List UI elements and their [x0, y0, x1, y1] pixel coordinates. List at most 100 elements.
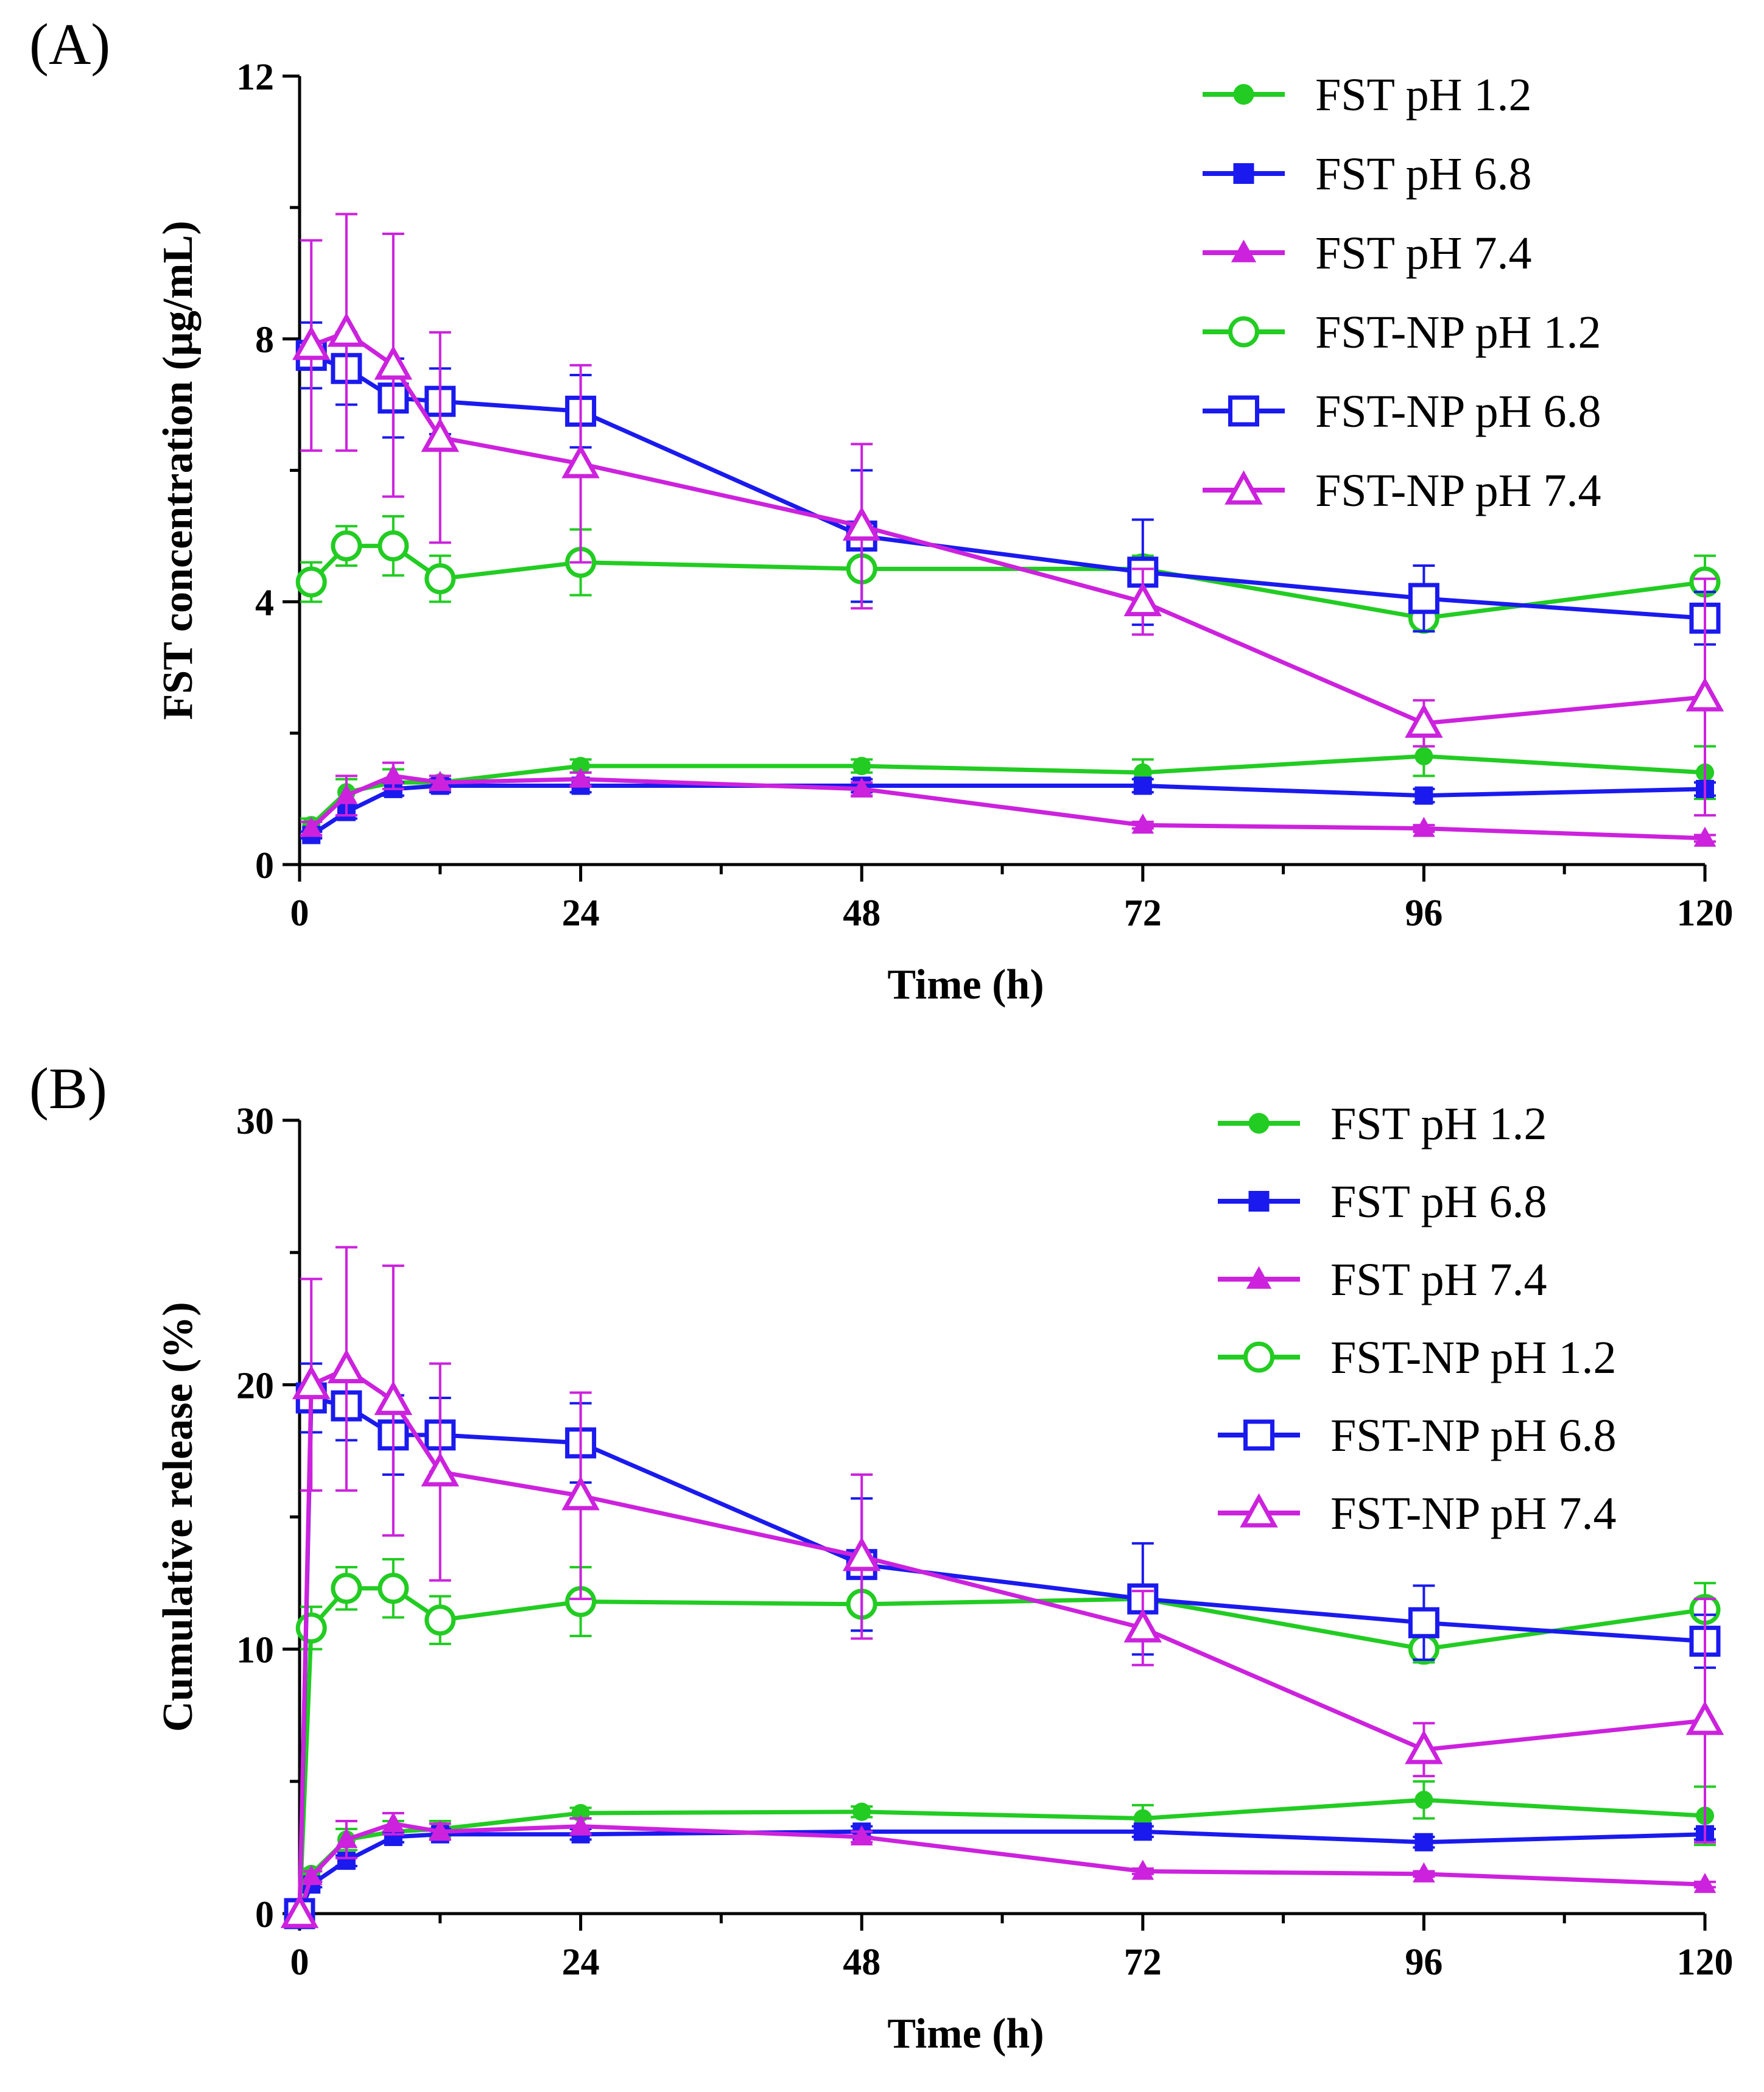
y-tick-label: 20 [236, 1365, 274, 1406]
data-point [280, 1894, 319, 1928]
series-line [297, 1366, 1706, 1914]
legend-item: FST-NP pH 1.2 [1218, 1332, 1617, 1383]
series-line [297, 1821, 1706, 1915]
x-tick-label: 48 [843, 893, 880, 934]
data-point [842, 1537, 881, 1571]
data-point [421, 418, 460, 452]
legend-label: FST-NP pH 1.2 [1330, 1332, 1617, 1383]
data-point [1693, 1873, 1717, 1894]
data-point [327, 1349, 366, 1384]
legend-item: FST pH 1.2 [1218, 1098, 1547, 1150]
data-point [382, 764, 405, 785]
x-tick-label: 120 [1677, 893, 1734, 934]
data-point [1408, 1607, 1439, 1638]
legend-label: FST-NP pH 7.4 [1315, 465, 1601, 516]
y-axis-title: FST concentration (μg/mL) [155, 220, 202, 720]
data-point [300, 816, 323, 837]
legend-item: FST pH 7.4 [1203, 228, 1531, 279]
data-point [378, 530, 409, 562]
legend-label: FST pH 7.4 [1315, 228, 1531, 279]
data-point [292, 1364, 331, 1400]
legend-label: FST pH 6.8 [1315, 149, 1531, 200]
data-point [1408, 583, 1439, 614]
data-point [421, 1452, 460, 1487]
data-point [561, 444, 600, 479]
data-point [842, 506, 881, 541]
x-tick-label: 24 [562, 893, 600, 934]
series-fst-ph-7-4 [288, 1811, 1717, 1922]
x-tick-label: 24 [562, 1942, 600, 1983]
legend-marker [1233, 163, 1254, 184]
x-tick-label: 0 [290, 893, 309, 934]
data-point [1405, 703, 1443, 738]
data-point [1413, 1862, 1435, 1883]
legend-item: FST pH 6.8 [1203, 149, 1531, 200]
data-point [1685, 677, 1724, 712]
data-point [1414, 1791, 1433, 1809]
series-fst-np-ph-1-2 [295, 515, 1721, 634]
legend-label: FST-NP pH 1.2 [1315, 307, 1601, 358]
series-line [310, 784, 1706, 837]
legend-marker [1246, 1266, 1272, 1289]
y-tick-label: 12 [236, 57, 274, 98]
x-axis-title: Time (h) [887, 961, 1044, 1008]
data-point [331, 530, 362, 562]
data-point [1685, 1701, 1724, 1735]
legend-marker [1248, 1191, 1270, 1212]
data-point [1405, 1730, 1443, 1764]
legend-label: FST pH 6.8 [1330, 1176, 1547, 1227]
series-fst-np-ph-1-2 [284, 1557, 1721, 1929]
x-axis-title: Time (h) [887, 2010, 1044, 2057]
data-point [569, 767, 592, 788]
data-point [292, 325, 331, 360]
data-point [327, 312, 366, 347]
data-point [335, 1828, 358, 1848]
data-point [1413, 816, 1435, 837]
legend-label: FST-NP pH 6.8 [1315, 386, 1601, 437]
y-tick-label: 0 [255, 1894, 274, 1936]
data-point [569, 1814, 592, 1835]
legend-marker [1228, 395, 1259, 427]
data-point [374, 1380, 413, 1416]
legend-item: FST-NP pH 6.8 [1203, 386, 1601, 437]
data-point [1414, 746, 1433, 765]
data-point [852, 1802, 871, 1821]
data-point [852, 757, 871, 776]
data-point [378, 1573, 409, 1604]
data-point [429, 771, 452, 792]
legend-item: FST pH 6.8 [1218, 1176, 1547, 1227]
y-tick-label: 8 [255, 320, 274, 361]
data-point [1693, 826, 1717, 847]
series-fst-ph-1-2 [290, 1780, 1716, 1923]
data-point [1123, 1608, 1162, 1643]
x-tick-label: 72 [1124, 1942, 1162, 1983]
data-point [850, 777, 873, 798]
x-tick-label: 0 [290, 1942, 309, 1983]
series-fst-np-ph-7-4 [292, 212, 1724, 817]
x-tick-label: 48 [843, 1942, 880, 1983]
data-point [1133, 776, 1152, 795]
data-point [1123, 581, 1162, 617]
x-tick-label: 72 [1124, 893, 1162, 934]
legend-marker [1231, 239, 1257, 262]
data-point [335, 784, 358, 804]
legend-item: FST-NP pH 7.4 [1218, 1488, 1617, 1539]
data-point [429, 1820, 452, 1841]
chart-panel-b: (B) 0 24 48 72 96 120 0 10 20 30 Time (h) Cumulative… [29, 1056, 1734, 2057]
y-tick-label: 10 [236, 1630, 274, 1671]
legend: FST pH 1.2 FST pH 6.8 FST pH 7.4 FST-NP pH … [1218, 1098, 1617, 1539]
data-point [424, 563, 456, 595]
data-point [850, 1825, 873, 1846]
series-line [297, 1829, 1706, 1915]
data-point [561, 1476, 600, 1511]
legend-item: FST-NP pH 1.2 [1203, 307, 1601, 358]
legend-item: FST pH 1.2 [1203, 69, 1531, 121]
legend-marker [1233, 84, 1254, 105]
x-tick-label: 120 [1677, 1942, 1734, 1983]
data-point [1414, 786, 1433, 805]
data-point [374, 345, 413, 380]
series-fst-ph-6-8 [290, 1822, 1716, 1923]
